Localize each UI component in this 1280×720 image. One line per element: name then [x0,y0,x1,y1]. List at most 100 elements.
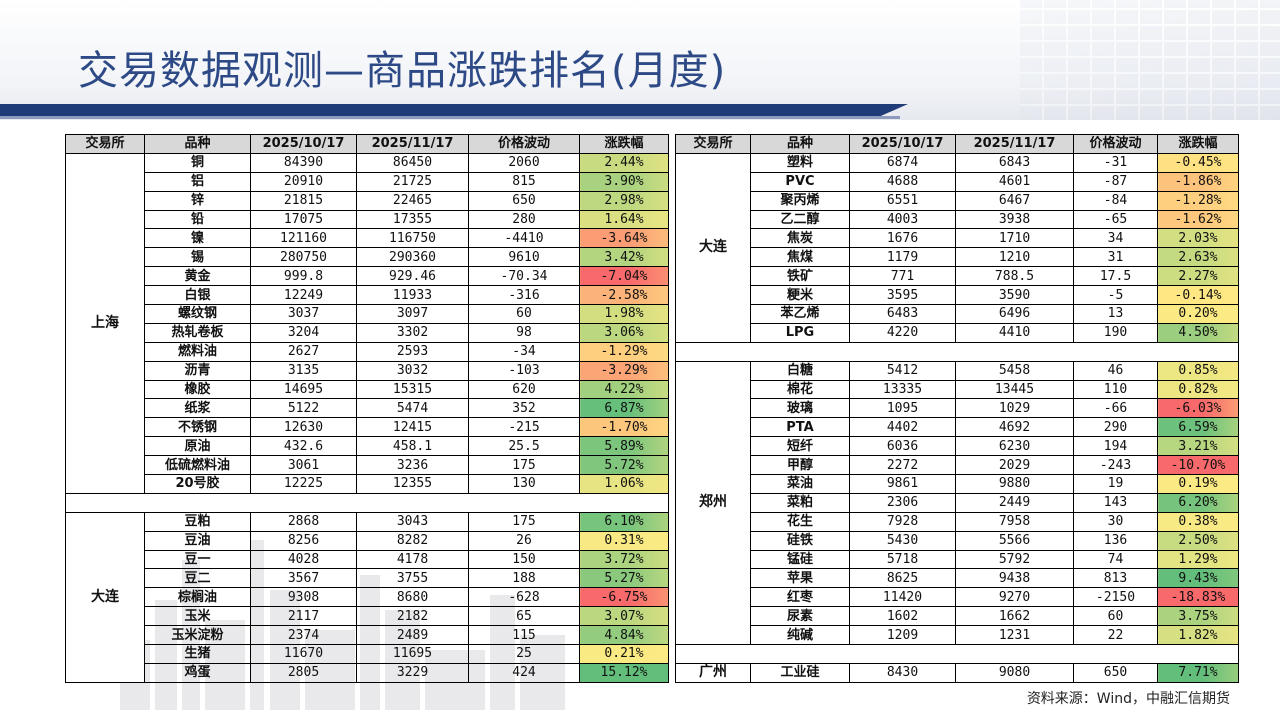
table-row: 豆油 8256 8282 26 0.31% [66,530,669,551]
price-end-cell: 3032 [356,360,469,381]
price-change-cell: -31 [1073,152,1158,173]
pct-change-cell: 7.71% [1157,662,1239,683]
price-change-cell: -34 [468,341,580,362]
price-change-cell: 424 [468,662,580,683]
table-row: 原油 432.6 458.1 25.5 5.89% [66,436,669,457]
product-cell: 低硫燃料油 [144,455,251,476]
product-cell: 白糖 [750,360,850,381]
pct-change-cell: 9.43% [1157,568,1239,589]
price-start-cell: 3595 [849,285,956,306]
separator-cell [675,341,1239,362]
table-row: 棉花 13335 13445 110 0.82% [676,379,1239,400]
table-row: 铝 20910 21725 815 3.90% [66,171,669,192]
price-start-cell: 280750 [250,247,357,268]
exchange-cell: 上海 [65,152,145,494]
price-change-cell: 352 [468,398,580,419]
price-change-cell: -215 [468,417,580,438]
price-end-cell: 7958 [955,511,1074,532]
price-start-cell: 9308 [250,587,357,608]
product-cell: 鸡蛋 [144,662,251,683]
price-end-cell: 1710 [955,228,1074,249]
table-row: 锡 280750 290360 9610 3.42% [66,247,669,268]
price-start-cell: 2868 [250,511,357,532]
price-start-cell: 14695 [250,379,357,400]
table-row: 花生 7928 7958 30 0.38% [676,511,1239,532]
price-start-cell: 2117 [250,606,357,627]
price-end-cell: 8282 [356,530,469,551]
table-row: 苹果 8625 9438 813 9.43% [676,568,1239,589]
price-change-cell: 143 [1073,492,1158,513]
pct-change-cell: 3.21% [1157,436,1239,457]
price-end-cell: 6467 [955,190,1074,211]
price-end-cell: 12355 [356,474,469,494]
header-decoration [1020,0,1280,120]
price-start-cell: 5412 [849,360,956,381]
pct-change-cell: -10.70% [1157,455,1239,476]
product-cell: 菜油 [750,474,850,494]
header-exchange: 交易所 [65,134,145,154]
price-change-cell: -316 [468,285,580,306]
pct-change-cell: 2.44% [579,152,669,173]
price-end-cell: 929.46 [356,266,469,287]
pct-change-cell: 0.38% [1157,511,1239,532]
table-row: 沥青 3135 3032 -103 -3.29% [66,360,669,381]
price-change-cell: 815 [468,171,580,192]
header-price-change: 价格波动 [468,134,580,154]
table-row: 生猪 11670 11695 25 0.21% [66,644,669,664]
price-end-cell: 3302 [356,322,469,343]
table-row: 纸浆 5122 5474 352 6.87% [66,398,669,419]
table-row: 镍 121160 116750 -4410 -3.64% [66,228,669,249]
price-end-cell: 3590 [955,285,1074,306]
price-change-cell: 280 [468,209,580,230]
product-cell: 铝 [144,171,251,192]
product-cell: 燃料油 [144,341,251,362]
price-change-cell: 25.5 [468,436,580,457]
header-date-start: 2025/10/17 [849,134,956,154]
product-cell: 豆二 [144,568,251,589]
pct-change-cell: -1.86% [1157,171,1239,192]
pct-change-cell: 4.84% [579,625,669,646]
product-cell: 白银 [144,285,251,306]
price-end-cell: 4410 [955,322,1074,343]
pct-change-cell: 2.03% [1157,228,1239,249]
price-change-cell: 175 [468,511,580,532]
table-row: 玻璃 1095 1029 -66 -6.03% [676,398,1239,419]
header-background [0,0,1280,120]
price-end-cell: 5566 [955,530,1074,551]
table-row: PTA 4402 4692 290 6.59% [676,417,1239,438]
price-change-cell: 46 [1073,360,1158,381]
table-row: 纯碱 1209 1231 22 1.82% [676,625,1239,646]
pct-change-cell: -1.29% [579,341,669,362]
price-end-cell: 2449 [955,492,1074,513]
price-end-cell: 1210 [955,247,1074,268]
product-cell: 红枣 [750,587,850,608]
group-separator-row [675,341,1239,362]
table-row: 铁矿 771 788.5 17.5 2.27% [676,266,1239,287]
header-product: 品种 [750,134,850,154]
price-change-cell: -628 [468,587,580,608]
product-cell: 橡胶 [144,379,251,400]
table-row: 黄金 999.8 929.46 -70.34 -7.04% [66,266,669,287]
title-underline-bar [0,104,908,116]
pct-change-cell: 1.64% [579,209,669,230]
table-row: 硅铁 5430 5566 136 2.50% [676,530,1239,551]
table-row: 尿素 1602 1662 60 3.75% [676,606,1239,627]
price-end-cell: 290360 [356,247,469,268]
pct-change-cell: 0.82% [1157,379,1239,400]
product-cell: 沥青 [144,360,251,381]
pct-change-cell: -1.62% [1157,209,1239,230]
header-date-end: 2025/11/17 [356,134,469,154]
product-cell: 玉米 [144,606,251,627]
exchange-cell: 广州 [675,662,751,683]
pct-change-cell: 6.20% [1157,492,1239,513]
price-end-cell: 4178 [356,549,469,570]
pct-change-cell: 3.07% [579,606,669,627]
product-cell: 棕榈油 [144,587,251,608]
table-row: 20号胶 12225 12355 130 1.06% [66,474,669,494]
price-end-cell: 3938 [955,209,1074,230]
price-end-cell: 3755 [356,568,469,589]
pct-change-cell: 6.87% [579,398,669,419]
product-cell: 苹果 [750,568,850,589]
price-change-cell: -65 [1073,209,1158,230]
price-start-cell: 1179 [849,247,956,268]
